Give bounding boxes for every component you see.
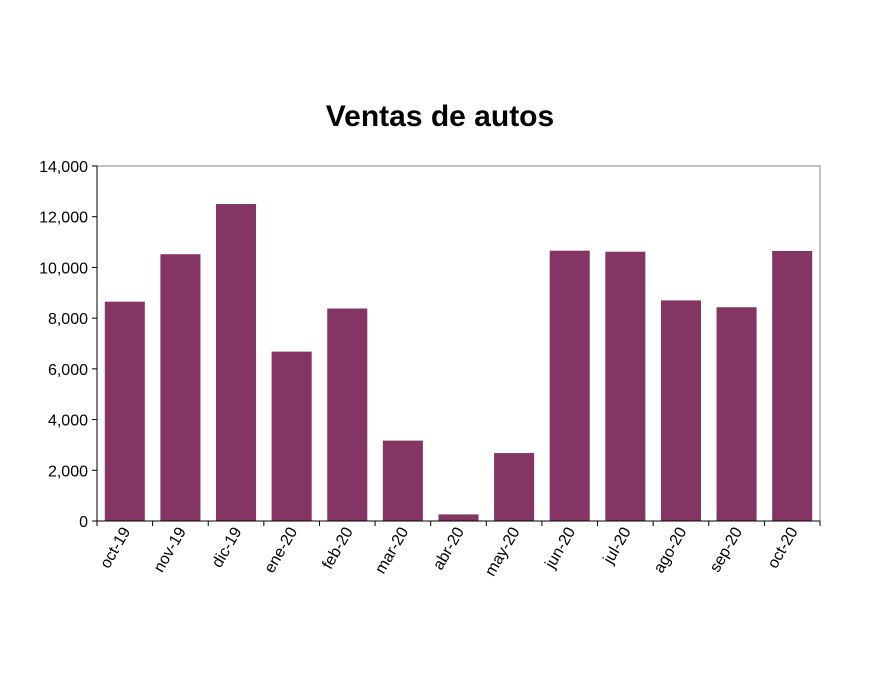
bar-abr-20 xyxy=(438,514,479,521)
bar-mar-20 xyxy=(382,440,423,521)
x-tick-label: may-20 xyxy=(482,524,523,579)
y-tick-label: 10,000 xyxy=(39,260,88,277)
y-tick-label: 2,000 xyxy=(48,463,88,480)
bar-dic-19 xyxy=(216,204,257,522)
bar-oct-20 xyxy=(772,250,813,522)
x-tick-label: jun-20 xyxy=(542,524,580,572)
x-tick-label: mar-20 xyxy=(372,524,412,576)
x-tick-label: oct-19 xyxy=(97,524,134,571)
y-tick-label: 12,000 xyxy=(39,210,88,227)
x-tick-label: ago-20 xyxy=(651,524,691,576)
bar-jun-20 xyxy=(549,250,590,521)
y-tick-label: 0 xyxy=(79,514,88,531)
x-tick-label: dic-19 xyxy=(209,524,246,570)
x-tick-label: abr-20 xyxy=(430,524,468,573)
x-tick-label: jul-20 xyxy=(600,524,635,567)
bar-jul-20 xyxy=(605,251,646,521)
y-tick-label: 8,000 xyxy=(48,311,88,328)
plot-area-frame xyxy=(96,165,821,522)
x-tick-label: nov-19 xyxy=(151,524,190,575)
bar-sep-20 xyxy=(716,307,757,521)
x-tick-label: feb-20 xyxy=(319,524,356,572)
x-tick-label: ene-20 xyxy=(261,524,301,576)
y-tick-label: 6,000 xyxy=(48,362,88,379)
bar-may-20 xyxy=(494,453,535,521)
x-tick-label: sep-20 xyxy=(707,524,746,575)
chart-title: Ventas de autos xyxy=(325,100,555,133)
bar-ago-20 xyxy=(660,300,701,521)
x-tick-label: oct-20 xyxy=(765,524,802,571)
bar-feb-20 xyxy=(327,308,368,521)
y-tick-label: 14,000 xyxy=(39,159,88,176)
y-tick-label: 4,000 xyxy=(48,413,88,430)
bar-nov-19 xyxy=(160,254,201,521)
bar-ene-20 xyxy=(271,351,312,521)
bar-oct-19 xyxy=(104,301,145,521)
